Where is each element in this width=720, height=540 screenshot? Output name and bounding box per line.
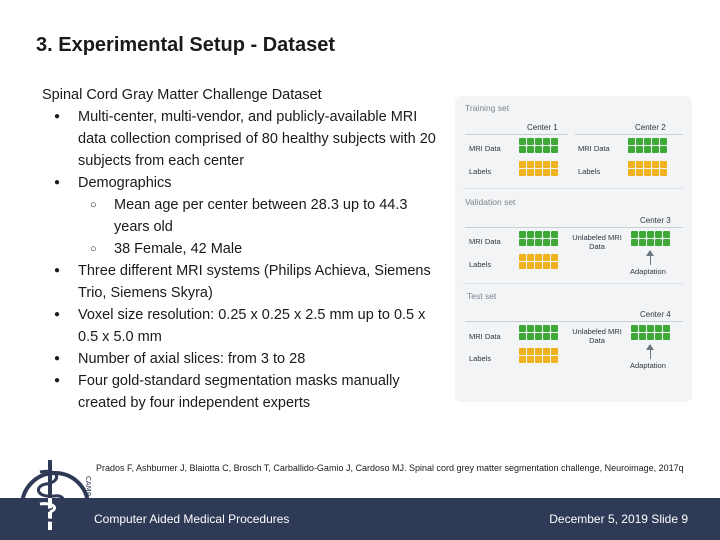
training-set-title: Training set xyxy=(465,103,510,113)
training-mri-label: MRI Data xyxy=(469,144,501,153)
test-labels-label: Labels xyxy=(469,354,492,363)
validation-set-title: Validation set xyxy=(465,197,516,207)
sub-bullet-item: ○ Mean age per center between 28.3 up to … xyxy=(78,194,442,238)
bullet-glyph: ● xyxy=(54,375,61,386)
logo-text: CAMP xyxy=(84,476,92,496)
sub-bullet-text: 38 Female, 42 Male xyxy=(114,241,243,257)
validation-adaptation-label: Adaptation xyxy=(630,267,666,276)
training-center2-rule xyxy=(575,134,683,135)
bullet-glyph: ● xyxy=(54,309,61,320)
slide-title: 3. Experimental Setup - Dataset xyxy=(36,34,335,56)
bullet-item: ● Four gold-standard segmentation masks m… xyxy=(42,370,442,414)
validation-mri-grid xyxy=(519,231,558,246)
footer-organization: Computer Aided Medical Procedures xyxy=(94,512,290,526)
bullet-glyph: ● xyxy=(54,353,61,364)
bullet-text: Number of axial slices: from 3 to 28 xyxy=(78,351,306,367)
footer-date-slide: December 5, 2019 Slide 9 xyxy=(549,512,688,526)
panel-divider xyxy=(463,283,684,284)
test-labels-grid xyxy=(519,348,558,363)
training-center1-label: Center 1 xyxy=(527,123,558,132)
footer-bar: Computer Aided Medical Procedures Decemb… xyxy=(0,498,720,540)
validation-center-rule xyxy=(465,227,683,228)
training-c2-labels-grid xyxy=(628,161,667,176)
sub-bullet-glyph: ○ xyxy=(90,243,97,255)
validation-arrow-stem xyxy=(650,255,651,265)
bullet-item: ● Multi-center, multi-vendor, and publicl… xyxy=(42,106,442,172)
sub-bullet-text: Mean age per center between 28.3 up to 4… xyxy=(114,197,408,235)
test-mri-label: MRI Data xyxy=(469,332,501,341)
validation-labels-grid xyxy=(519,254,558,269)
test-mri-grid xyxy=(519,325,558,340)
bullet-item: ● Demographics ○ Mean age per center betwe… xyxy=(42,172,442,260)
bullet-text: Voxel size resolution: 0.25 x 0.25 x 2.5… xyxy=(78,307,426,345)
training-c1-mri-grid xyxy=(519,138,558,153)
panel-divider xyxy=(463,188,684,189)
validation-mri-label: MRI Data xyxy=(469,237,501,246)
training-labels-label: Labels xyxy=(469,167,492,176)
training-c2-mri-grid xyxy=(628,138,667,153)
bullet-item: ● Number of axial slices: from 3 to 28 xyxy=(42,348,442,370)
bullet-item: ● Three different MRI systems (Philips Ac… xyxy=(42,260,442,304)
test-adaptation-label: Adaptation xyxy=(630,361,666,370)
bullet-text: Four gold-standard segmentation masks ma… xyxy=(78,373,400,411)
test-unlabeled-label: Unlabeled MRI Data xyxy=(572,327,622,345)
test-set-title: Test set xyxy=(467,291,497,301)
camp-logo-icon: CAMP xyxy=(16,460,94,540)
training-center1-rule xyxy=(465,134,568,135)
sub-bullet-list: ○ Mean age per center between 28.3 up to … xyxy=(78,194,442,260)
training-c1-labels-grid xyxy=(519,161,558,176)
sub-bullet-item: ○ 38 Female, 42 Male xyxy=(78,238,442,260)
validation-arrow-up-icon xyxy=(646,250,654,256)
training-center2-label: Center 2 xyxy=(635,123,666,132)
slide-content: Spinal Cord Gray Matter Challenge Datase… xyxy=(42,84,442,414)
validation-unlabeled-label: Unlabeled MRI Data xyxy=(572,233,622,251)
training-labels-label-2: Labels xyxy=(578,167,601,176)
test-unlabeled-grid xyxy=(631,325,670,340)
training-mri-label-2: MRI Data xyxy=(578,144,610,153)
dataset-heading: Spinal Cord Gray Matter Challenge Datase… xyxy=(42,87,322,103)
reference-citation: Prados F, Ashburner J, Blaiotta C, Brosc… xyxy=(96,463,684,473)
bullet-text: Three different MRI systems (Philips Ach… xyxy=(78,263,431,301)
test-arrow-stem xyxy=(650,349,651,359)
bullet-text: Demographics xyxy=(78,175,172,191)
bullet-text: Multi-center, multi-vendor, and publicly… xyxy=(78,109,436,169)
bullet-glyph: ● xyxy=(54,177,61,188)
bullet-glyph: ● xyxy=(54,111,61,122)
test-center-label: Center 4 xyxy=(640,310,671,319)
dataset-figure: Training set Center 1 Center 2 MRI Data … xyxy=(455,96,692,402)
bullet-item: ● Voxel size resolution: 0.25 x 0.25 x 2.… xyxy=(42,304,442,348)
test-arrow-up-icon xyxy=(646,344,654,350)
sub-bullet-glyph: ○ xyxy=(90,199,97,211)
bullet-list: ● Multi-center, multi-vendor, and publicl… xyxy=(42,106,442,414)
validation-center-label: Center 3 xyxy=(640,216,671,225)
test-center-rule xyxy=(465,321,683,322)
bullet-glyph: ● xyxy=(54,265,61,276)
validation-labels-label: Labels xyxy=(469,260,492,269)
validation-unlabeled-grid xyxy=(631,231,670,246)
